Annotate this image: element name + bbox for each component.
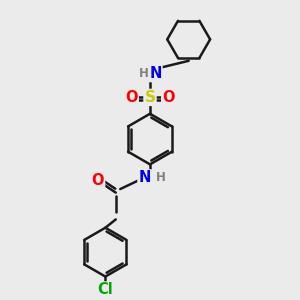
Text: H: H — [156, 171, 166, 184]
Text: O: O — [162, 90, 175, 105]
Text: Cl: Cl — [98, 282, 113, 297]
Text: S: S — [145, 90, 155, 105]
Text: N: N — [149, 66, 161, 81]
Text: O: O — [125, 90, 138, 105]
Text: N: N — [139, 170, 151, 185]
Text: O: O — [92, 173, 104, 188]
Text: H: H — [139, 67, 148, 80]
